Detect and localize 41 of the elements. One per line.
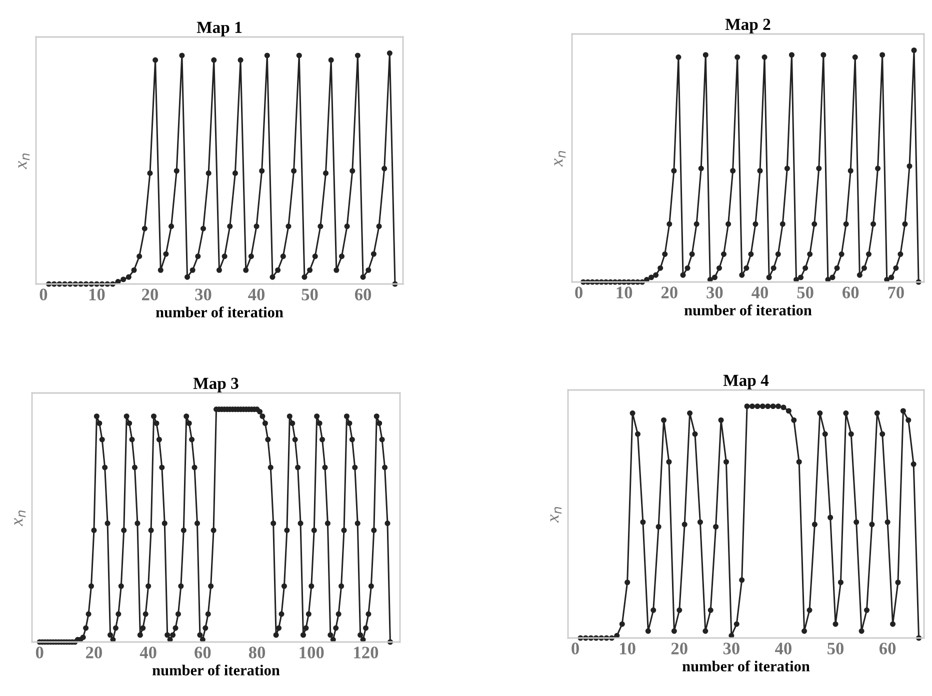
x-tick-label: 30 [195,288,212,300]
x-tick-label: 10 [620,642,636,654]
chart-title: Map 2 [725,18,770,34]
x-tick-label: 0 [40,288,48,300]
x-tick-label: 40 [248,288,265,300]
x-tick-label: 70 [888,286,904,298]
x-tick-label: 0 [575,286,582,298]
x-tick-label: 60 [354,288,372,300]
x-tick-label: 0 [572,642,579,654]
x-tick-label: 40 [752,286,768,298]
x-tick-label: 30 [723,642,740,654]
x-axis-title: number of iteration [684,304,812,316]
x-axis-title: number of iteration [156,306,284,318]
x-tick-label: 50 [797,286,814,298]
x-tick-label: 10 [89,288,105,300]
chart-title: Map 3 [193,378,238,392]
x-tick-label: 120 [354,646,378,658]
x-tick-label: 50 [302,288,318,300]
x-tick-label: 50 [828,642,844,654]
x-tick-label: 60 [879,642,896,654]
chart-title: Map 1 [196,22,242,36]
x-tick-label: 0 [36,646,44,658]
x-axis-title: number of iteration [682,660,810,672]
x-tick-label: 30 [706,286,723,298]
y-axis-title: x$_{n}$ [550,507,562,523]
x-tick-label: 40 [140,646,156,658]
x-tick-label: 20 [142,288,158,300]
y-axis-title: x$_{n}$ [554,151,566,167]
x-tick-label: 40 [775,642,792,654]
y-axis-title: x$_{n}$ [14,510,26,526]
y-axis-title: x$_{n}$ [18,154,30,170]
x-tick-label: 60 [842,286,859,298]
x-tick-label: 20 [86,646,102,658]
x-tick-label: 20 [671,642,688,654]
x-tick-label: 60 [194,646,211,658]
x-tick-label: 20 [661,286,678,298]
x-tick-label: 80 [248,646,266,658]
x-tick-label: 100 [300,646,324,658]
x-axis-title: number of iteration [152,664,280,676]
x-tick-label: 10 [616,286,632,298]
chart-title: Map 4 [723,374,769,390]
